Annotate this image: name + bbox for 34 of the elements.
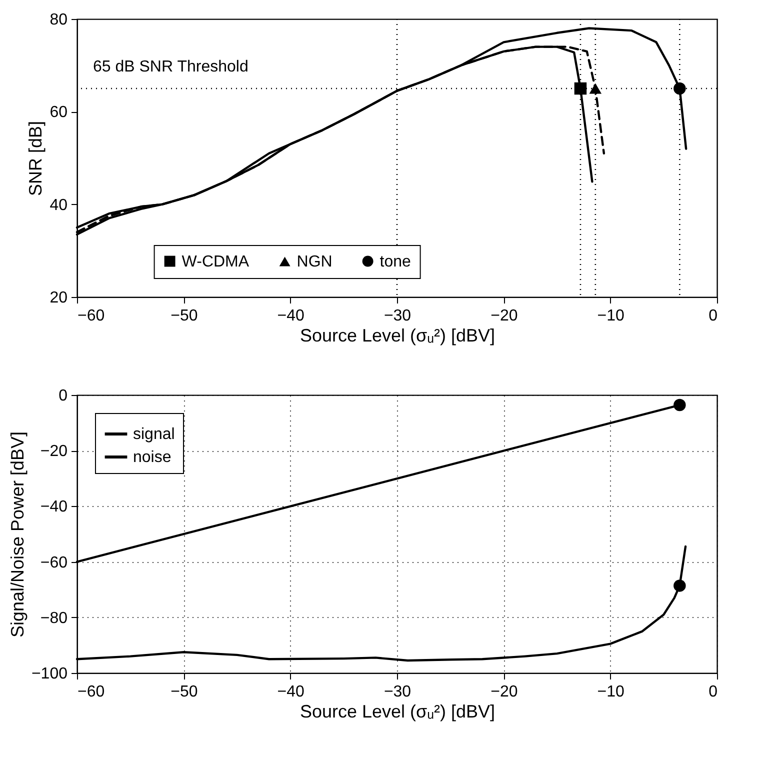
legend-label: tone xyxy=(380,253,412,270)
x-tick-label: −20 xyxy=(490,684,518,700)
legend-label: W-CDMA xyxy=(182,253,250,270)
x-tick-label: −20 xyxy=(490,308,518,324)
x-tick-label: −60 xyxy=(78,308,105,324)
x-tick-label: 0 xyxy=(708,684,718,700)
x-tick-label: −30 xyxy=(384,308,412,324)
legend-label: signal xyxy=(133,426,175,443)
x-tick-label: −10 xyxy=(597,684,625,700)
x-tick-label: 0 xyxy=(708,308,718,324)
y-tick-label: −60 xyxy=(40,554,68,572)
x-tick-label: −50 xyxy=(170,308,198,324)
x-axis-title: Source Level (σᵤ²) [dBV] xyxy=(300,702,496,722)
x-tick-label: −40 xyxy=(277,308,305,324)
legend-label: NGN xyxy=(296,254,332,270)
ref-line-label: 65 dB SNR Threshold xyxy=(93,58,248,76)
y-tick-label: 60 xyxy=(50,104,68,122)
x-tick-label: −10 xyxy=(597,308,625,324)
x-axis-title: Source Level (σᵤ²) [dBV] xyxy=(300,326,496,346)
y-axis-title: SNR [dB] xyxy=(26,120,46,196)
y-tick-label: −80 xyxy=(40,610,68,627)
x-tick-label: −60 xyxy=(78,684,105,700)
y-tick-label: 80 xyxy=(50,12,68,28)
legend-label: noise xyxy=(133,449,172,466)
y-axis-title: Signal/Noise Power [dBV] xyxy=(7,431,28,638)
y-tick-label: 40 xyxy=(50,196,68,214)
y-tick-label: 0 xyxy=(58,388,68,404)
x-tick-label: −40 xyxy=(277,684,305,700)
x-tick-label: −30 xyxy=(384,684,412,700)
y-tick-label: −40 xyxy=(40,498,68,516)
y-tick-label: 20 xyxy=(50,290,68,306)
y-tick-label: −20 xyxy=(40,443,68,460)
y-tick-label: −100 xyxy=(31,666,68,682)
x-tick-label: −50 xyxy=(170,684,198,700)
